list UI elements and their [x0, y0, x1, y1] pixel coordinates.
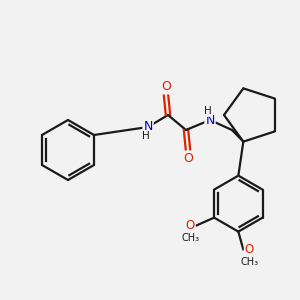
Text: CH₃: CH₃ [181, 232, 199, 243]
Text: H: H [204, 106, 212, 116]
Text: CH₃: CH₃ [240, 256, 258, 267]
Text: O: O [245, 243, 254, 256]
Text: O: O [185, 219, 195, 232]
Text: H: H [142, 131, 150, 141]
Text: N: N [205, 113, 215, 127]
Text: O: O [161, 80, 171, 94]
Text: O: O [183, 152, 193, 164]
Text: N: N [143, 121, 153, 134]
